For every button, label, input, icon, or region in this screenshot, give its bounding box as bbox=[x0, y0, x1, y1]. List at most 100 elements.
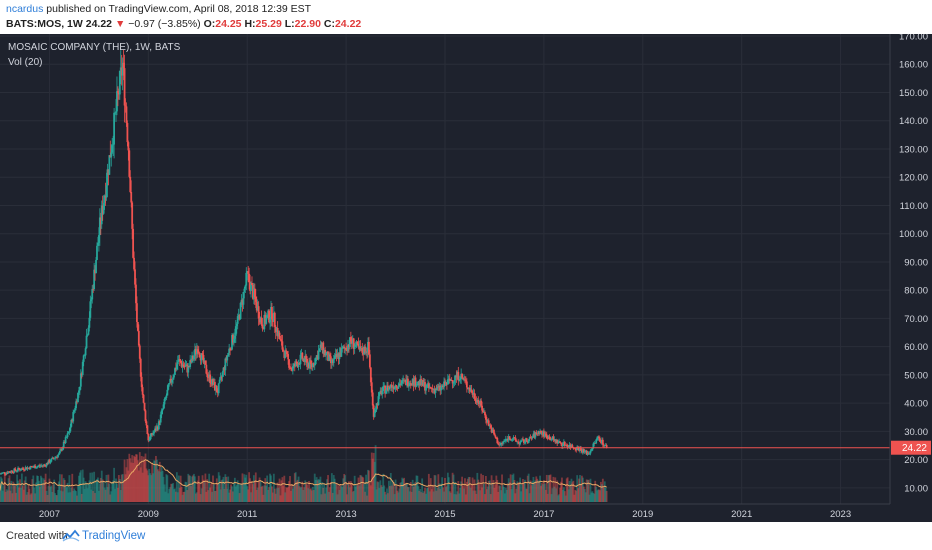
price-candle bbox=[164, 397, 167, 400]
time-tick-label: 2009 bbox=[138, 509, 159, 520]
close-label: C: bbox=[323, 18, 335, 30]
price-axis[interactable] bbox=[890, 34, 932, 522]
tradingview-brand[interactable]: TradingView bbox=[82, 530, 146, 542]
volume-bar bbox=[474, 490, 477, 502]
price-chart[interactable]: 170.00 160.00 150.00 140.00 130.00 120.00 110.… bbox=[0, 32, 932, 522]
volume-bar bbox=[467, 476, 470, 502]
price-candle bbox=[184, 365, 187, 367]
price-candle bbox=[77, 392, 79, 403]
volume-bar bbox=[530, 485, 533, 502]
volume-bar bbox=[513, 480, 516, 502]
price-axis-ticks: 170.00 160.00 150.00 140.00 130.00 120.00 110.… bbox=[899, 32, 928, 495]
volume-bar bbox=[141, 472, 144, 502]
price-candle bbox=[509, 438, 512, 441]
volume-bar bbox=[352, 490, 355, 502]
price-candle bbox=[74, 408, 77, 411]
price-candle bbox=[421, 379, 424, 385]
time-axis[interactable] bbox=[0, 504, 932, 522]
volume-bar bbox=[345, 481, 348, 502]
chart-area[interactable]: 170.00 160.00 150.00 140.00 130.00 120.00 110.… bbox=[0, 32, 932, 522]
price-candle bbox=[219, 376, 222, 380]
price-candle bbox=[280, 339, 283, 342]
volume-bar bbox=[71, 473, 74, 502]
volume-bar bbox=[330, 473, 333, 502]
price-candle bbox=[555, 439, 558, 443]
volume-bar bbox=[477, 479, 480, 502]
price-candle bbox=[515, 440, 518, 442]
price-candle bbox=[59, 450, 61, 454]
volume-bar bbox=[556, 480, 559, 502]
price-candle bbox=[436, 386, 439, 391]
volume-bar bbox=[164, 491, 167, 502]
price-candle bbox=[175, 364, 178, 370]
last-price-badge-text: 24.22 bbox=[902, 443, 927, 454]
volume-bar bbox=[93, 471, 96, 502]
volume-bar bbox=[197, 475, 200, 502]
price-candle bbox=[368, 354, 371, 368]
price-candle bbox=[35, 467, 38, 469]
volume-bar bbox=[326, 479, 328, 502]
volume-bar bbox=[579, 475, 581, 502]
price-candle bbox=[350, 341, 353, 344]
price-candle bbox=[404, 379, 406, 381]
price-candle bbox=[426, 383, 429, 385]
price-candle bbox=[478, 402, 481, 404]
price-candle bbox=[449, 380, 452, 381]
volume-bar bbox=[525, 488, 528, 502]
volume-bar bbox=[204, 473, 207, 502]
price-candle bbox=[500, 442, 503, 445]
volume-bar bbox=[182, 491, 185, 502]
price-candle bbox=[561, 443, 563, 447]
price-candle bbox=[493, 432, 496, 436]
volume-bar bbox=[165, 474, 168, 502]
volume-bar bbox=[373, 461, 376, 502]
volume-bar bbox=[341, 487, 344, 502]
price-candle bbox=[51, 457, 54, 459]
volume-bar bbox=[306, 484, 309, 502]
volume-bar bbox=[450, 484, 453, 502]
price-candle bbox=[584, 450, 587, 452]
volume-bar bbox=[245, 474, 248, 502]
price-tick-label: 170.00 bbox=[899, 34, 928, 43]
volume-bar bbox=[69, 492, 72, 502]
volume-bar bbox=[206, 479, 209, 502]
price-candle bbox=[599, 438, 601, 442]
price-candle bbox=[8, 471, 11, 473]
price-candle bbox=[271, 306, 273, 320]
volume-bar bbox=[408, 491, 411, 502]
volume-bar bbox=[489, 494, 492, 502]
author-link[interactable]: ncardus bbox=[6, 3, 44, 15]
volume-bar bbox=[156, 469, 159, 502]
volume-bar bbox=[27, 485, 30, 502]
price-candle bbox=[451, 380, 454, 384]
price-candle bbox=[212, 378, 214, 385]
volume-bar bbox=[518, 482, 521, 502]
price-tick-label: 90.00 bbox=[904, 257, 928, 268]
price-candle bbox=[600, 439, 603, 443]
price-candle bbox=[64, 437, 67, 443]
chart-grid bbox=[0, 34, 890, 504]
price-candle bbox=[205, 364, 208, 374]
volume-indicator-label[interactable]: Vol (20) bbox=[8, 57, 42, 68]
volume-bar bbox=[163, 484, 166, 502]
price-candle bbox=[454, 375, 457, 381]
price-candle bbox=[111, 145, 114, 153]
tradingview-logo-icon[interactable] bbox=[62, 529, 80, 548]
volume-bar bbox=[440, 483, 443, 502]
price-candle bbox=[162, 404, 165, 410]
volume-bar bbox=[398, 488, 401, 502]
price-candle bbox=[374, 409, 377, 413]
volume-bar bbox=[443, 491, 445, 502]
volume-bar bbox=[290, 490, 292, 502]
price-candle bbox=[267, 310, 270, 316]
volume-bar bbox=[351, 491, 354, 502]
price-candle bbox=[155, 428, 157, 431]
volume-bar bbox=[281, 477, 284, 502]
volume-bar bbox=[292, 485, 295, 502]
price-candle bbox=[580, 448, 582, 451]
price-candle bbox=[167, 384, 170, 390]
time-tick-label: 2007 bbox=[39, 509, 60, 520]
price-candle bbox=[522, 439, 524, 441]
price-tick-label: 30.00 bbox=[904, 427, 928, 438]
volume-bar bbox=[494, 484, 497, 502]
